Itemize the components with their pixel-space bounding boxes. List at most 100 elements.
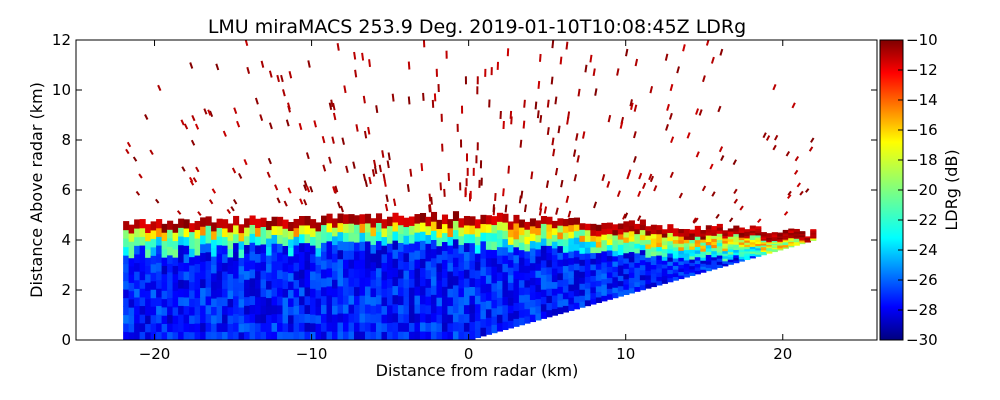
sparse-echo xyxy=(374,166,378,175)
ldr-cell xyxy=(749,237,756,240)
ldr-cell xyxy=(733,238,740,243)
ldr-cell xyxy=(491,241,498,251)
ldr-cell xyxy=(529,277,536,286)
ldr-cell xyxy=(271,234,278,244)
ldr-cell xyxy=(392,285,399,296)
ldr-cell xyxy=(612,276,619,283)
ldr-cell xyxy=(573,237,580,245)
ldr-cell xyxy=(573,289,580,297)
ldr-cell xyxy=(332,227,339,237)
ldr-cell xyxy=(667,265,674,270)
ldr-cell xyxy=(441,286,449,296)
ldr-cell xyxy=(463,322,471,332)
ldr-cell xyxy=(216,227,223,237)
ldr-cell xyxy=(441,232,449,243)
ldr-cell xyxy=(288,297,295,307)
ldr-column xyxy=(172,223,179,340)
ldr-cell xyxy=(612,240,619,246)
ldr-cell xyxy=(238,331,245,340)
ldr-column xyxy=(744,229,751,261)
ldr-cell xyxy=(205,251,212,262)
ldr-column xyxy=(364,213,372,340)
ldr-cell xyxy=(683,273,690,278)
ldr-cell xyxy=(656,250,663,256)
ldr-cell xyxy=(178,305,185,315)
ldr-cell xyxy=(507,305,515,314)
ldr-cell xyxy=(793,233,800,236)
ldr-cell xyxy=(722,253,729,257)
ldr-cell xyxy=(408,278,416,288)
ldr-cell xyxy=(579,247,586,254)
sparse-echo xyxy=(381,150,385,158)
ldr-cell xyxy=(386,304,394,315)
ldr-cell xyxy=(189,298,196,308)
sparse-echo xyxy=(363,130,368,139)
ldr-cell xyxy=(727,243,734,247)
ldr-column xyxy=(645,226,652,289)
ldr-cell xyxy=(799,235,806,238)
ldr-cell xyxy=(584,293,591,301)
ldr-cell xyxy=(678,253,685,258)
ldr-cell xyxy=(348,223,355,233)
ldr-cell xyxy=(172,331,179,340)
ldr-cell xyxy=(200,261,207,271)
sparse-echo xyxy=(385,194,389,202)
ldr-cell xyxy=(211,222,218,232)
ldr-cell xyxy=(694,266,701,271)
ldr-cell xyxy=(364,312,372,323)
ldr-cell xyxy=(436,279,443,290)
ldr-cell xyxy=(364,294,372,305)
ldr-cell xyxy=(524,229,531,237)
ldr-column xyxy=(134,219,141,340)
ldr-cell xyxy=(546,238,553,246)
ldr-cell xyxy=(513,278,520,288)
sparse-echo xyxy=(686,132,691,139)
ldr-cell xyxy=(458,218,465,228)
ldr-cell xyxy=(150,280,157,290)
ldr-cell xyxy=(255,227,262,237)
ldr-cell xyxy=(645,230,652,236)
ldr-cell xyxy=(436,245,443,255)
ldr-column xyxy=(397,215,405,340)
ldr-cell xyxy=(447,305,454,315)
ldr-cell xyxy=(573,295,580,303)
ldr-cell xyxy=(557,231,564,240)
ldr-cell xyxy=(441,268,449,278)
ldr-cell xyxy=(282,253,289,264)
ldr-cell xyxy=(540,310,547,319)
ldr-cell xyxy=(788,231,795,234)
ldr-cell xyxy=(211,331,218,340)
ldr-cell xyxy=(612,250,619,257)
ldr-cell xyxy=(678,267,685,273)
ldr-cell xyxy=(749,250,756,254)
ldr-column xyxy=(277,216,284,340)
ldr-cell xyxy=(799,237,806,239)
sparse-echo xyxy=(584,64,588,73)
ldr-cell xyxy=(727,241,734,245)
ldr-cell xyxy=(167,288,174,298)
ldr-cell xyxy=(134,219,141,229)
ldr-cell xyxy=(408,295,416,306)
sparse-echo xyxy=(207,109,212,116)
ldr-cell xyxy=(540,259,547,268)
ldr-cell xyxy=(689,249,696,254)
ldr-cell xyxy=(321,304,328,314)
ldr-cell xyxy=(645,235,652,241)
ldr-cell xyxy=(496,221,504,231)
ldr-cell xyxy=(793,231,800,234)
ldr-cell xyxy=(216,262,223,272)
ldr-cell xyxy=(315,281,322,291)
ldr-cell xyxy=(403,270,410,280)
ldr-cell xyxy=(502,222,509,231)
ldr-cell xyxy=(139,253,146,263)
ldr-cell xyxy=(397,286,405,297)
ldr-cell xyxy=(353,250,361,261)
ldr-cell xyxy=(612,266,619,273)
ldr-cell xyxy=(793,242,800,245)
ldr-cell xyxy=(672,239,679,244)
ldr-cell xyxy=(617,228,624,235)
ldr-cell xyxy=(749,232,756,236)
ldr-column xyxy=(485,215,493,335)
ldr-cell xyxy=(628,277,635,284)
ldr-cell xyxy=(145,240,152,250)
